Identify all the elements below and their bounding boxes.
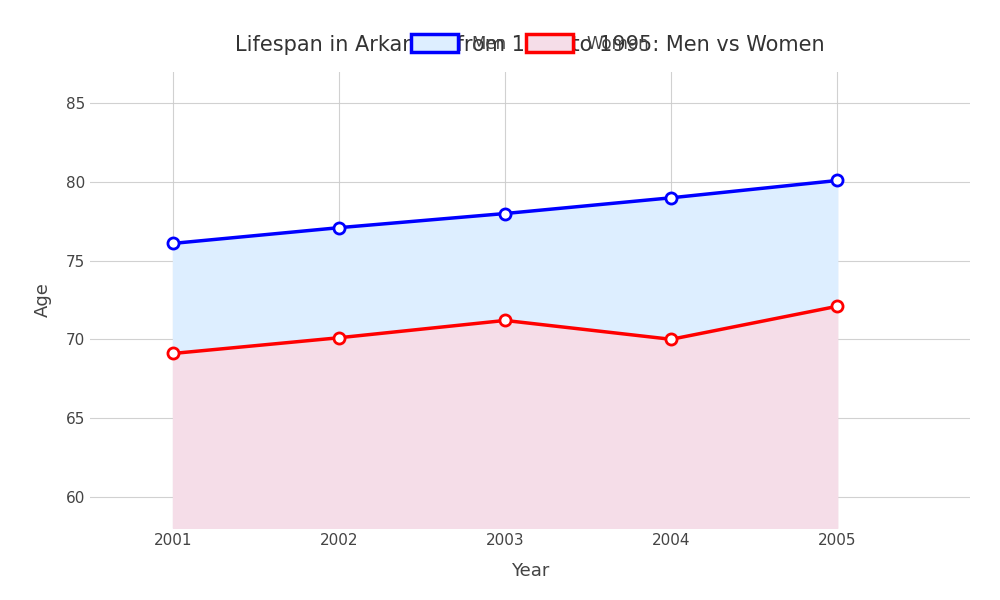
X-axis label: Year: Year: [511, 562, 549, 580]
Title: Lifespan in Arkansas from 1961 to 1995: Men vs Women: Lifespan in Arkansas from 1961 to 1995: …: [235, 35, 825, 55]
Legend: Men, Women: Men, Women: [403, 26, 657, 61]
Y-axis label: Age: Age: [34, 283, 52, 317]
